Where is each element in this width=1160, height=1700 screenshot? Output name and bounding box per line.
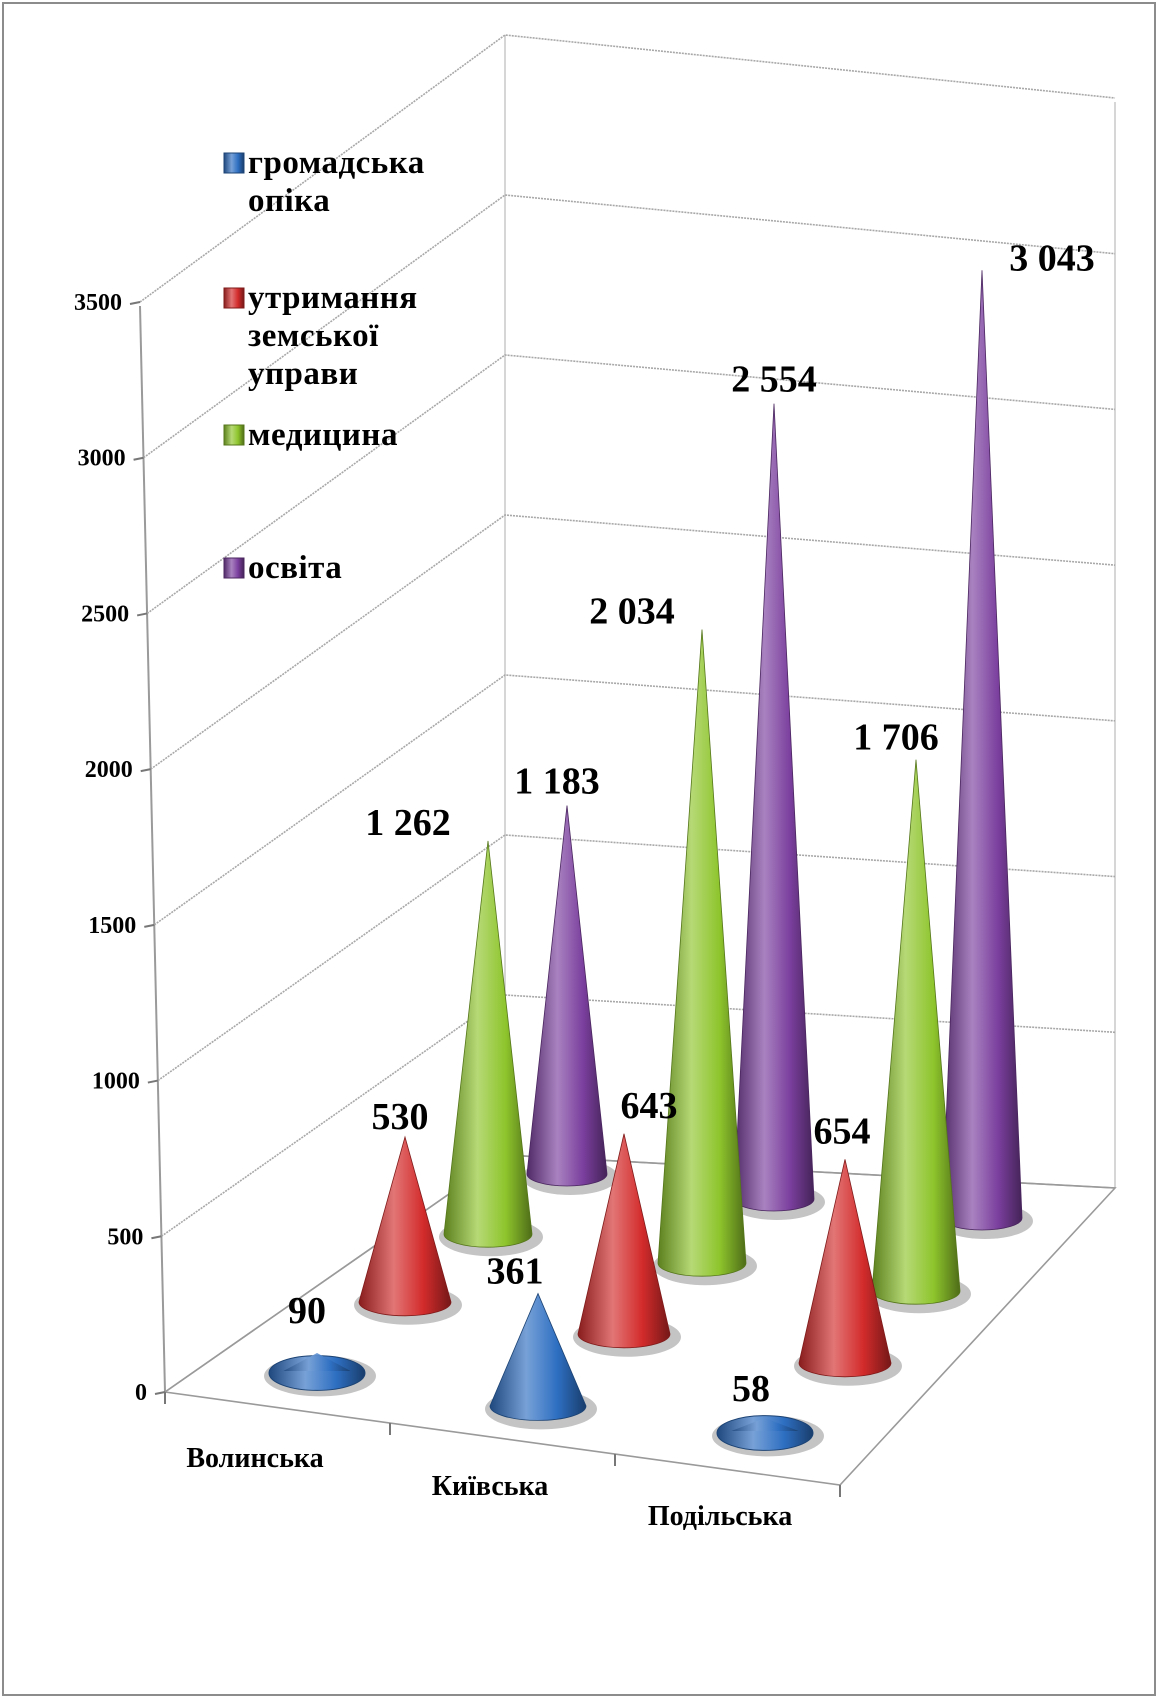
legend-item: освіта [223,550,342,586]
cone-2-1 [653,629,757,1286]
y-tick-mark [136,612,148,617]
cone-mark [941,270,1023,1231]
cone-mark [716,1415,814,1451]
chart-walls [139,35,1116,1393]
y-tick-label: 1500 [88,913,136,939]
legend-label: громадська [248,145,425,181]
legend-label: управи [248,356,358,392]
y-tick-label: 3000 [78,446,126,472]
gridline [143,194,1116,459]
cone-3-0 [522,805,618,1195]
cone-mark [577,1133,671,1349]
cone-0-0 [264,1352,376,1397]
x-category-label: Київська [432,1471,549,1502]
legend-swatch [223,557,245,579]
cone-0-1 [485,1292,597,1430]
data-label: 58 [732,1368,770,1410]
cone-2-2 [867,759,971,1314]
y-tick-mark [151,1235,162,1240]
cone-series [264,270,1033,1457]
cone-2-0 [439,840,543,1257]
gridline [153,674,1116,926]
legend-swatch [223,424,245,446]
data-label: 1 183 [514,761,600,803]
cone-1-1 [573,1133,681,1357]
x-category-label: Волинська [186,1443,323,1474]
legend-swatch [223,152,245,174]
y-tick-mark [147,1079,159,1084]
data-labels: 1 183 2 554 3 043 1 262 2 034 1 706 530 643 654 9… [288,237,1095,1410]
data-label: 361 [487,1251,544,1293]
legend-label: освіта [248,550,342,586]
cone-mark [358,1135,452,1317]
cone-mark [489,1292,587,1421]
gridline [139,34,1116,303]
cone-mark [871,759,961,1305]
y-tick-label: 3500 [74,290,122,316]
y-tick-mark [144,923,155,928]
legend-label: утримання [248,280,418,316]
gridline [160,994,1116,1237]
y-tick-mark [154,1391,166,1395]
data-label: 643 [621,1085,678,1127]
y-tick-label: 2500 [81,601,129,627]
legend-label: земської [248,318,379,354]
data-label: 1 262 [365,802,451,844]
gridline [150,514,1116,770]
x-category-label: Подільська [648,1501,792,1532]
gridlines [139,34,1116,1393]
cone-mark [443,840,533,1248]
data-label: 654 [814,1110,871,1152]
cone-1-2 [794,1159,902,1386]
cone-0-2 [712,1415,824,1457]
cone-tip [283,1352,351,1371]
y-tick-label: 1000 [92,1069,140,1095]
legend-label: медицина [248,417,398,453]
y-tick-mark [140,768,151,773]
y-axis: 0 500 1000 1500 2000 2500 3000 3500 [74,290,166,1406]
y-tick-mark [129,301,141,305]
cone-mark [798,1159,892,1378]
cone-3-1 [729,403,825,1220]
legend-item: медицина [223,417,398,453]
cone-mark [657,629,747,1277]
y-tick-label: 0 [135,1380,147,1406]
cone-mark [526,805,608,1187]
x-axis: Волинська Київська Подільська [164,1392,841,1532]
data-label: 1 706 [853,717,939,759]
data-label: 2 554 [731,359,817,401]
cone-tip [731,1417,799,1431]
cone-3-2 [937,270,1033,1239]
data-label: 3 043 [1009,237,1095,279]
y-tick-label: 2000 [85,757,133,783]
y-tick-mark [133,456,144,461]
cone-mark [733,403,815,1212]
cone-1-0 [354,1135,462,1325]
data-label: 530 [372,1096,429,1138]
legend-swatch [223,287,245,309]
gridline [146,354,1116,615]
left-axis-line [139,305,166,1393]
y-tick-label: 500 [107,1224,143,1250]
data-label: 2 034 [589,591,675,633]
legend-label: опіка [248,183,330,219]
data-label: 90 [288,1290,326,1332]
